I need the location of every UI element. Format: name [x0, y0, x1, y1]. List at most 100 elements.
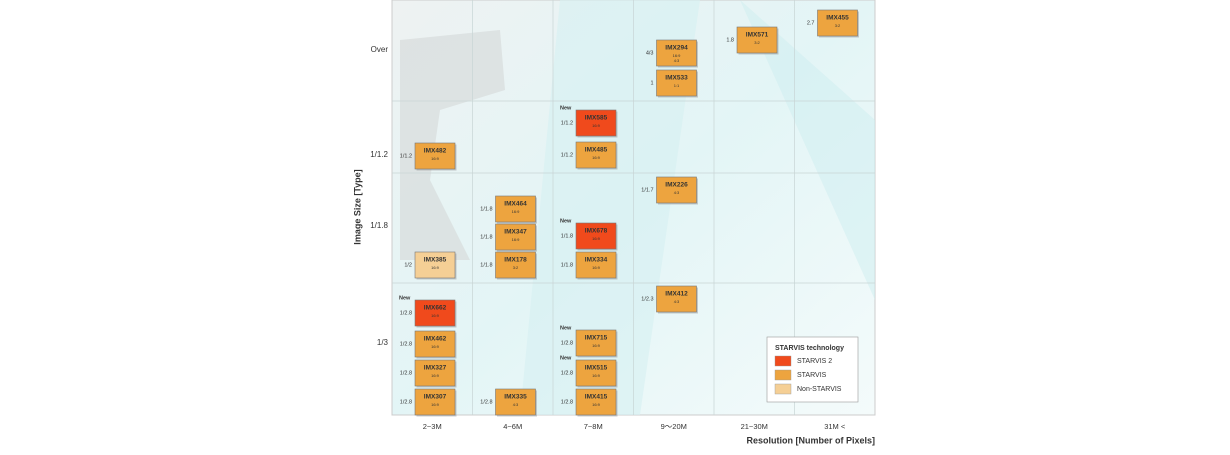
sensor-name: IMX347 [504, 229, 527, 236]
x-axis-label: 4~6M [503, 422, 522, 431]
sensor-box [414, 299, 456, 327]
sensor-name: IMX226 [665, 182, 688, 189]
sensor-name: IMX485 [585, 147, 608, 154]
y-axis-label: 1/1.2 [370, 150, 388, 159]
background-shape [520, 0, 700, 415]
sensor-name: IMX571 [746, 32, 769, 39]
y-axis-title: Image Size [Type] [352, 169, 362, 244]
sensor-aspect: 16:9 [431, 265, 440, 270]
sensor-size: 1/2 [404, 262, 412, 268]
legend-swatch [774, 383, 792, 395]
sensor-box [495, 388, 536, 416]
camera-photo [400, 30, 505, 260]
sensor-name: IMX294 [665, 45, 688, 52]
sensor-aspect: 4:3 [674, 299, 680, 304]
sensor-name: IMX533 [665, 75, 688, 82]
sensor-name: IMX335 [504, 394, 527, 401]
sensor-box [575, 251, 617, 279]
sensor-size: 1/1.7 [641, 187, 653, 193]
y-axis-label: Over [371, 45, 389, 54]
sensor-name: IMX412 [665, 291, 688, 298]
sensor-name: IMX178 [504, 257, 527, 264]
new-badge: New [399, 295, 411, 301]
sensor-name: IMX462 [424, 336, 447, 343]
sensor-size: 1/1.8 [561, 262, 573, 268]
legend-swatch [774, 369, 792, 381]
sensor-box [495, 195, 536, 223]
sensor-box [414, 388, 456, 416]
sensor-aspect: 16:9 [431, 344, 440, 349]
sensor-aspect: 16:9 [592, 265, 601, 270]
y-axis-label: 1/1.8 [370, 221, 388, 230]
sensor-name: IMX334 [585, 257, 608, 264]
sensor-aspect: 16:9 [592, 236, 601, 241]
sensor-box [414, 251, 456, 279]
x-axis-label: 31M < [824, 422, 846, 431]
legend: STARVIS technology STARVIS 2 STARVIS Non-ST… [766, 336, 859, 403]
sensor-box [575, 359, 617, 387]
sensor-box [656, 176, 697, 204]
sensor-size: 1/2.8 [400, 310, 412, 316]
sensor-aspect: 3:2 [513, 265, 519, 270]
sensor-aspect: 3:2 [754, 40, 760, 45]
sensor-name: IMX585 [585, 115, 608, 122]
sensor-name: IMX307 [424, 394, 447, 401]
sensor-size: 1/1.2 [561, 152, 573, 158]
sensor-name: IMX464 [504, 201, 527, 208]
sensor-box [575, 388, 617, 416]
sensor-box [414, 142, 456, 170]
sensor-aspect: 16:9 [431, 402, 440, 407]
sensor-aspect: 16:9 [592, 402, 601, 407]
sensor-aspect: 3:2 [835, 23, 841, 28]
sensor-aspect: 16:9 [431, 313, 440, 318]
sensor-box [414, 330, 456, 358]
sensor-box [575, 222, 617, 250]
sensor-aspect: 4:3 [674, 58, 680, 63]
sensor-size: 4/3 [646, 50, 654, 56]
sensor-aspect: 4:3 [513, 402, 519, 407]
legend-label: STARVIS [797, 372, 827, 379]
legend-swatch [774, 355, 792, 367]
sensor-box [817, 9, 858, 37]
sensor-aspect: 16:9 [512, 237, 521, 242]
sensor-aspect: 16:9 [592, 343, 601, 348]
sensor-name: IMX455 [826, 15, 849, 22]
legend-label: STARVIS 2 [797, 358, 832, 365]
x-axis-title: Resolution [Number of Pixels] [746, 435, 875, 445]
new-badge: New [560, 355, 572, 361]
x-axis-label: 7~8M [584, 422, 603, 431]
sensor-size: 1/1.8 [561, 233, 573, 239]
sensor-box [495, 251, 536, 279]
sensor-name: IMX482 [424, 148, 447, 155]
sensor-aspect: 16:9 [592, 155, 601, 160]
sensor-size: 1/2.8 [400, 370, 412, 376]
sensor-name: IMX662 [424, 305, 447, 312]
sensor-size: 1/2.8 [480, 399, 492, 405]
sensor-box [656, 69, 697, 97]
sensor-size: 1/1.8 [480, 234, 492, 240]
sensor-size: 1/2.3 [641, 296, 653, 302]
sensor-aspect: 16:9 [592, 373, 601, 378]
sensor-aspect: 1:1 [674, 83, 680, 88]
sensor-size: 1/1.8 [480, 262, 492, 268]
sensor-size: 1/2.8 [561, 340, 573, 346]
sensor-box [575, 329, 617, 357]
sensor-size: 1/2.8 [561, 399, 573, 405]
sensor-name: IMX415 [585, 394, 608, 401]
